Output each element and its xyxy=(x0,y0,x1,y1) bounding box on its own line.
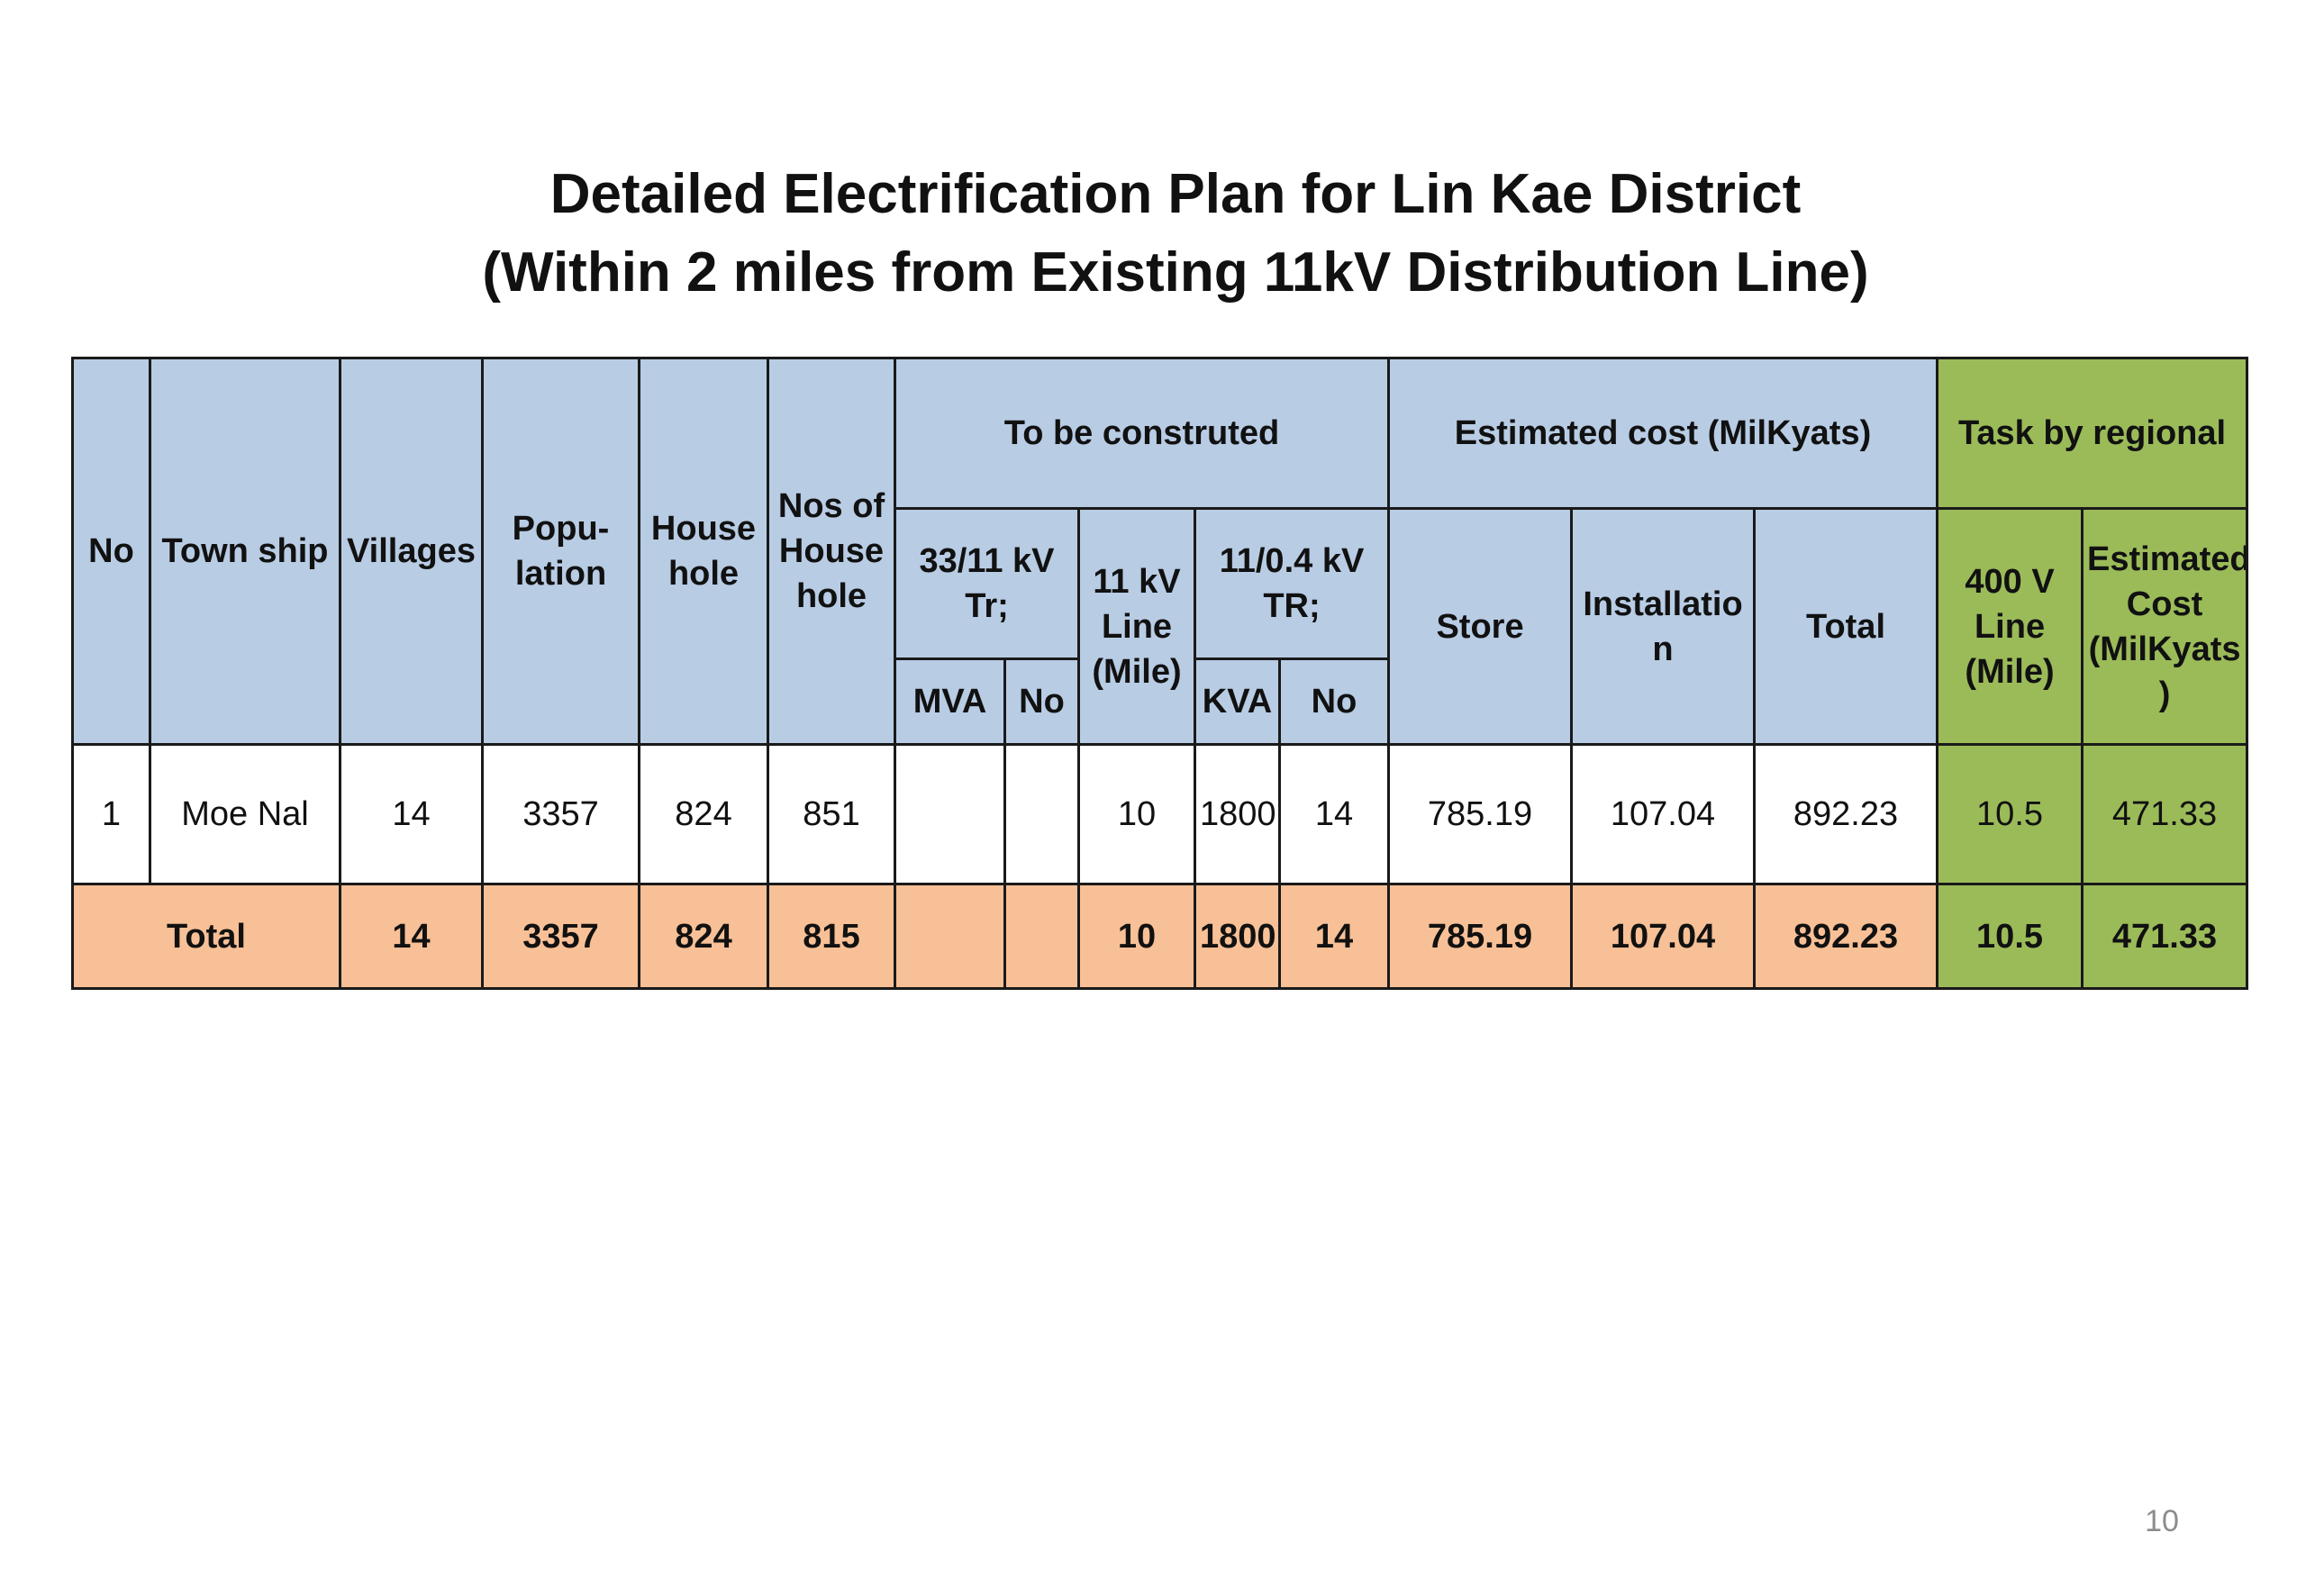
total-row: Total 14 3357 824 815 10 1800 14 785.19 … xyxy=(71,883,2249,990)
cell-estimated-cost-regional: 471.33 xyxy=(2081,743,2249,885)
header-estimated-cost: Estimated cost (MilKyats) xyxy=(1387,357,1939,510)
total-no-33 xyxy=(1003,883,1080,990)
total-installation: 107.04 xyxy=(1570,883,1757,990)
cell-mva xyxy=(894,743,1006,885)
header-nos-household: Nos of House hole xyxy=(767,357,896,746)
title-line-2: (Within 2 miles from Existing 11kV Distr… xyxy=(482,241,1869,304)
total-line-11kv: 10 xyxy=(1077,883,1196,990)
cell-township: Moe Nal xyxy=(149,743,341,885)
electrification-plan-table: No Town ship Villages Popu- lation House… xyxy=(71,357,2249,990)
header-no: No xyxy=(71,357,151,746)
total-nos-household: 815 xyxy=(767,883,896,990)
header-to-be-constructed: To be construted xyxy=(893,357,1391,510)
header-tr-33-11: 33/11 kV Tr; xyxy=(894,507,1080,660)
cell-kva: 1800 xyxy=(1194,743,1281,885)
header-line-11kv: 11 kV Line (Mile) xyxy=(1077,507,1196,746)
total-no-11: 14 xyxy=(1277,883,1391,990)
header-task-by-regional: Task by regional xyxy=(1936,357,2249,510)
cell-household: 824 xyxy=(638,743,769,885)
header-villages: Villages xyxy=(339,357,484,746)
total-store: 785.19 xyxy=(1387,883,1574,990)
header-total: Total xyxy=(1753,507,1939,746)
total-mva xyxy=(894,883,1006,990)
header-estimated-cost-regional: Estimated Cost (MilKyats ) xyxy=(2081,507,2249,746)
header-population: Popu- lation xyxy=(481,357,640,746)
cell-population: 3357 xyxy=(481,743,640,885)
total-kva: 1800 xyxy=(1194,883,1281,990)
cell-villages: 14 xyxy=(339,743,484,885)
title-line-1: Detailed Electrification Plan for Lin Ka… xyxy=(549,163,1802,225)
header-mva: MVA xyxy=(894,657,1006,746)
cell-line-11kv: 10 xyxy=(1077,743,1196,885)
cell-nos-household: 851 xyxy=(767,743,896,885)
header-no-11: No xyxy=(1277,657,1391,746)
table-row: 1 Moe Nal 14 3357 824 851 10 1800 14 785… xyxy=(71,743,2249,885)
header-store: Store xyxy=(1387,507,1574,746)
total-household: 824 xyxy=(638,883,769,990)
header-no-33: No xyxy=(1003,657,1080,746)
cell-no-33 xyxy=(1003,743,1080,885)
page-number: 10 xyxy=(2145,1504,2179,1538)
slide-title: Detailed Electrification Plan for Lin Ka… xyxy=(0,155,2306,312)
cell-installation: 107.04 xyxy=(1570,743,1757,885)
header-kva: KVA xyxy=(1194,657,1281,746)
cell-no-11: 14 xyxy=(1277,743,1391,885)
total-label: Total xyxy=(71,883,341,990)
header-installation: Installatio n xyxy=(1570,507,1757,746)
cell-line-400v: 10.5 xyxy=(1936,743,2084,885)
total-estimated-cost-regional: 471.33 xyxy=(2081,883,2249,990)
header-tr-11-04: 11/0.4 kV TR; xyxy=(1193,507,1391,660)
cell-total: 892.23 xyxy=(1753,743,1939,885)
total-total: 892.23 xyxy=(1753,883,1939,990)
total-villages: 14 xyxy=(339,883,484,990)
header-township: Town ship xyxy=(149,357,341,746)
header-line-400v: 400 V Line (Mile) xyxy=(1936,507,2084,746)
cell-store: 785.19 xyxy=(1387,743,1574,885)
cell-no: 1 xyxy=(71,743,151,885)
total-population: 3357 xyxy=(481,883,640,990)
header-household: House hole xyxy=(638,357,769,746)
total-line-400v: 10.5 xyxy=(1936,883,2084,990)
